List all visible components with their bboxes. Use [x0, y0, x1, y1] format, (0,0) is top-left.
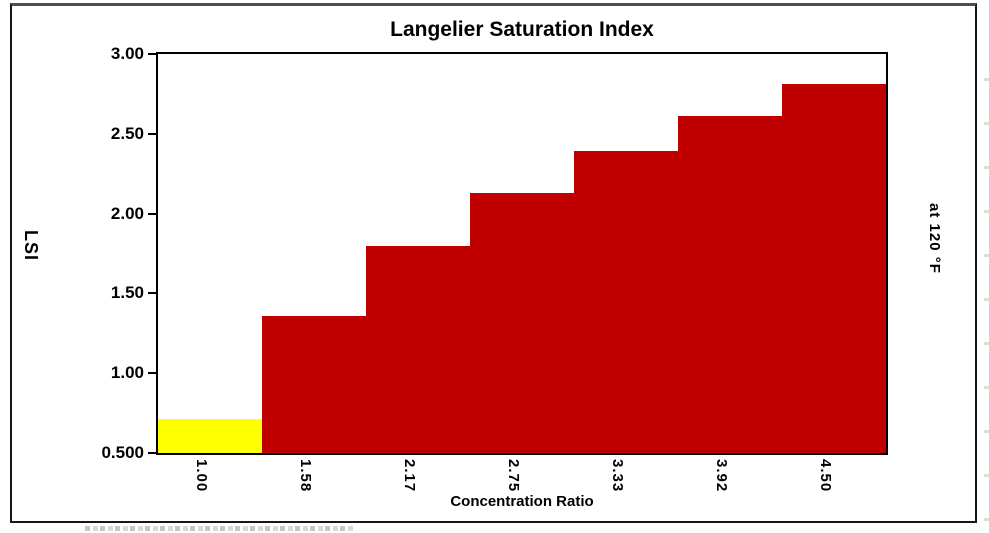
y-tick-label: 1.00 — [110, 363, 144, 383]
x-tick-label: 3.92 — [713, 459, 730, 493]
y-axis-title: LSI — [21, 230, 41, 262]
right-edge-artifacts — [984, 78, 989, 528]
chart-frame: Langelier Saturation Index 3.00 2.50 2.00 1… — [10, 3, 977, 523]
y-tick-label: 3.00 — [110, 44, 144, 63]
bar — [262, 316, 366, 453]
bar — [574, 151, 678, 453]
x-tick-label: 2.17 — [401, 459, 418, 493]
x-tick-label: 1.00 — [193, 459, 210, 493]
plot-area — [156, 52, 888, 455]
x-tick-label: 1.58 — [297, 459, 314, 493]
x-tick-label: 2.75 — [505, 459, 522, 493]
y-tick-label: 0.500 — [101, 443, 144, 462]
y-tick-mark — [148, 132, 156, 135]
y-tick-label: 1.50 — [110, 283, 144, 303]
chart-title: Langelier Saturation Index — [390, 18, 654, 41]
y-tick-mark — [148, 292, 156, 295]
x-tick-label: 4.50 — [817, 459, 834, 493]
temperature-annotation: at 120 °F — [926, 203, 943, 274]
illegible-fine-print — [85, 526, 353, 531]
bar — [782, 84, 886, 453]
x-axis-title: Concentration Ratio — [450, 493, 594, 510]
y-tick-label: 2.00 — [110, 203, 144, 223]
y-tick-mark — [148, 212, 156, 215]
y-tick-mark — [148, 53, 156, 55]
bar — [678, 116, 782, 453]
y-tick-mark — [148, 372, 156, 375]
y-tick-mark — [148, 452, 156, 454]
bar — [470, 193, 574, 453]
bar — [366, 246, 470, 453]
x-tick-label: 3.33 — [609, 459, 626, 493]
bar — [158, 419, 262, 453]
y-tick-label: 2.50 — [110, 123, 144, 143]
